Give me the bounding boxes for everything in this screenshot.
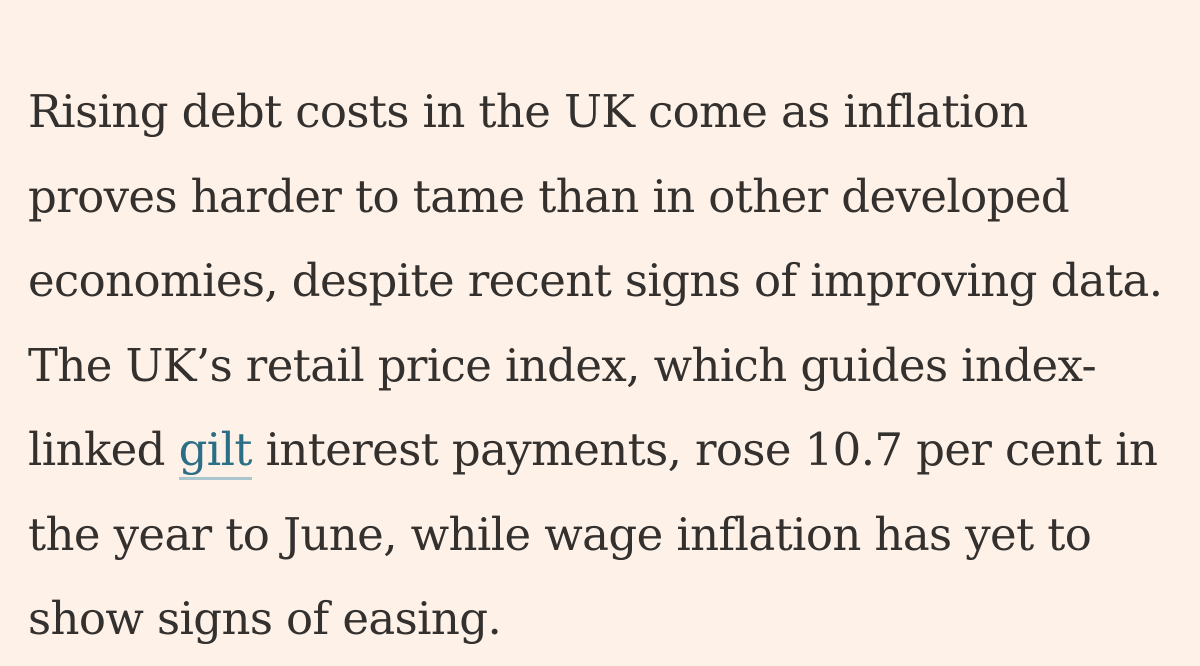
- paragraph-line-1: Rising debt costs in the UK come as infl…: [28, 85, 1028, 138]
- gilt-link[interactable]: gilt: [178, 423, 252, 480]
- paragraph-line-5-start: linked: [28, 423, 179, 476]
- article-paragraph: Rising debt costs in the UK come as infl…: [28, 70, 1188, 662]
- paragraph-line-4: The UK’s retail price index, which guide…: [28, 338, 1097, 392]
- paragraph-line-5-end: interest payments, rose 10.7 per cent in: [251, 423, 1158, 476]
- paragraph-line-3: economies, despite recent signs of impro…: [28, 254, 1163, 307]
- paragraph-line-2: proves harder to tame than in other deve…: [28, 169, 1070, 223]
- paragraph-line-7: show signs of easing.: [28, 592, 502, 645]
- paragraph-line-6: the year to June, while wage inflation h…: [28, 507, 1092, 561]
- paragraph-line-5: linked gilt interest payments, rose 10.7…: [28, 408, 1188, 493]
